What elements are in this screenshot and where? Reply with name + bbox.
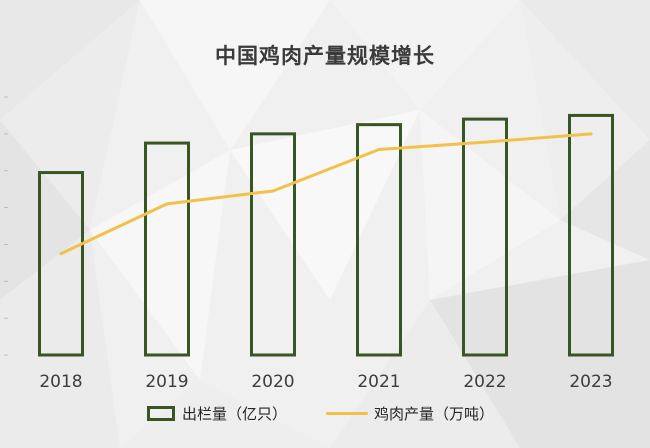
background-facet: [430, 260, 650, 448]
legend-item-bar: 出栏量（亿只）: [147, 401, 287, 425]
bar-2019: [144, 141, 190, 357]
legend-label-bar: 出栏量（亿只）: [182, 404, 288, 423]
line-series: [59, 132, 593, 256]
bar-2018: [38, 171, 84, 357]
legend-swatch-line: [326, 411, 368, 415]
background-facet: [330, 0, 520, 110]
background-facet: [330, 300, 520, 448]
line-point-2018: [59, 252, 63, 256]
x-tick-label: 2021: [357, 372, 400, 392]
background-facet: [120, 380, 330, 448]
background-facet: [140, 0, 330, 150]
x-tick-label: 2022: [463, 372, 506, 392]
line-point-2022: [483, 140, 487, 144]
background-facet: [0, 120, 90, 300]
x-tick-label: 2018: [39, 372, 82, 392]
background-facet: [520, 0, 650, 220]
line-point-2021: [377, 148, 381, 152]
bar-2020: [250, 132, 296, 357]
background-facet: [90, 150, 230, 380]
background-facet: [230, 110, 420, 300]
bar-2021: [356, 123, 402, 357]
legend-label-line: 鸡肉产量（万吨）: [374, 404, 495, 423]
background-facet: [560, 140, 650, 260]
x-tick-label: 2020: [251, 372, 294, 392]
line-point-2020: [271, 189, 275, 193]
x-tick-label: 2023: [569, 372, 612, 392]
line-point-2023: [589, 132, 593, 136]
background-facet: [420, 110, 560, 300]
bar-2022: [462, 117, 508, 357]
legend-swatch-bar: [147, 405, 175, 421]
legend-item-line: 鸡肉产量（万吨）: [326, 401, 494, 425]
bar-2023: [568, 113, 614, 357]
x-tick-label: 2019: [145, 372, 188, 392]
background-facet: [0, 230, 120, 448]
chart-title: 中国鸡肉产量规模增长: [215, 44, 435, 68]
background-facet: [0, 0, 140, 230]
line-point-2019: [165, 202, 169, 206]
